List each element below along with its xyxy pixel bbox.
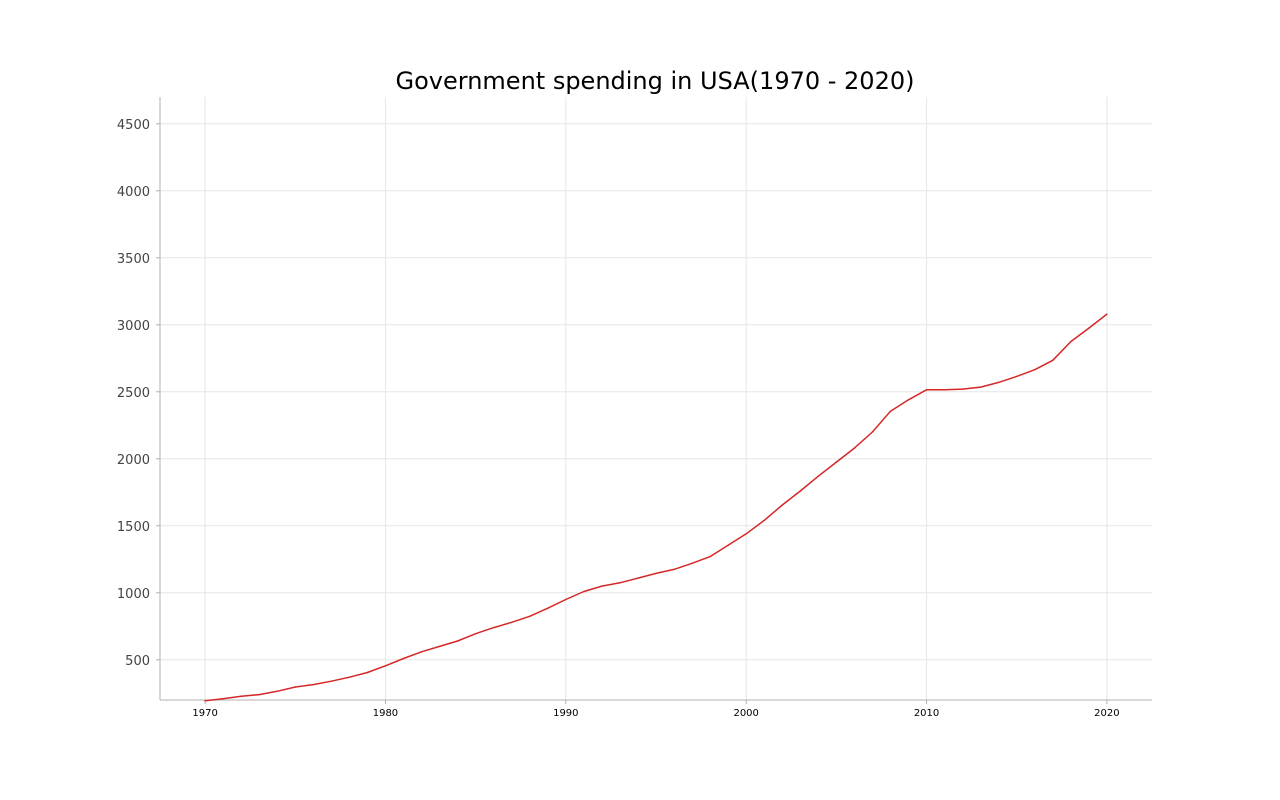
data-point	[1106, 313, 1108, 315]
data-point	[528, 615, 531, 618]
x-tick-labels: 1970 1980 1990 2000 2010 2020	[192, 708, 1119, 719]
data-point	[943, 389, 946, 391]
x-tick-label: 2000	[733, 708, 758, 719]
x-tick-label: 1990	[553, 708, 578, 719]
data-point	[402, 657, 405, 660]
data-point	[492, 626, 495, 629]
data-point	[817, 475, 820, 477]
data-point	[1088, 327, 1090, 329]
data-point	[294, 686, 297, 688]
y-tick-label: 3500	[117, 252, 150, 267]
data-point	[709, 555, 711, 558]
data-point	[745, 533, 747, 535]
y-tick-label: 4000	[117, 185, 150, 200]
data-point	[637, 577, 639, 579]
y-tick-label: 1500	[117, 520, 150, 535]
data-point	[781, 504, 784, 506]
data-point	[438, 645, 441, 648]
series-line	[205, 313, 1108, 702]
data-point	[961, 388, 964, 390]
data-point	[1052, 359, 1054, 362]
data-point	[889, 410, 892, 412]
data-point	[835, 461, 838, 463]
axes	[159, 97, 1152, 701]
y-tick-label: 1000	[117, 587, 150, 602]
y-tick-label: 2500	[117, 386, 150, 401]
data-point	[565, 598, 567, 601]
x-tick-label: 1980	[373, 708, 398, 719]
data-point	[619, 582, 621, 584]
data-point	[583, 590, 585, 593]
data-point	[727, 544, 729, 546]
data-point	[258, 693, 260, 696]
data-point	[799, 490, 802, 492]
y-tick-label: 3000	[117, 319, 150, 334]
x-tick-label: 2020	[1094, 708, 1119, 719]
data-point	[1070, 340, 1072, 343]
chart-title: Government spending in USA(1970 - 2020)	[396, 67, 915, 95]
data-point	[384, 665, 387, 667]
data-point	[312, 683, 315, 686]
data-point	[853, 447, 856, 449]
data-point	[366, 671, 369, 674]
data-point	[1034, 368, 1036, 371]
data-point	[871, 431, 874, 433]
data-point	[655, 572, 657, 575]
data-point	[222, 697, 224, 700]
data-point	[240, 695, 242, 697]
data-point	[997, 381, 1000, 384]
series-layer	[204, 313, 1108, 702]
x-tick-label: 1970	[192, 708, 217, 719]
data-point	[691, 562, 693, 565]
y-tick-label: 2000	[117, 453, 150, 468]
data-point	[420, 651, 423, 653]
y-tick-label: 500	[125, 654, 150, 669]
y-tick-labels: 500 1000 1500 2000 2500 3000 3500 4000 4500	[117, 118, 150, 669]
data-point	[1015, 375, 1018, 378]
y-tick-label: 4500	[117, 118, 150, 133]
data-point	[547, 607, 549, 609]
data-point	[276, 690, 278, 693]
data-point	[456, 640, 459, 642]
data-point	[330, 680, 333, 682]
data-point	[474, 632, 477, 635]
data-point	[907, 399, 910, 401]
data-point	[925, 389, 928, 391]
data-point	[763, 519, 765, 522]
data-point	[673, 568, 675, 571]
data-point	[601, 585, 603, 587]
grid-lines	[156, 97, 1152, 704]
data-point	[204, 699, 206, 702]
data-point	[348, 676, 351, 678]
data-point	[979, 386, 982, 388]
data-point	[510, 621, 513, 624]
x-tick-label: 2010	[914, 708, 939, 719]
